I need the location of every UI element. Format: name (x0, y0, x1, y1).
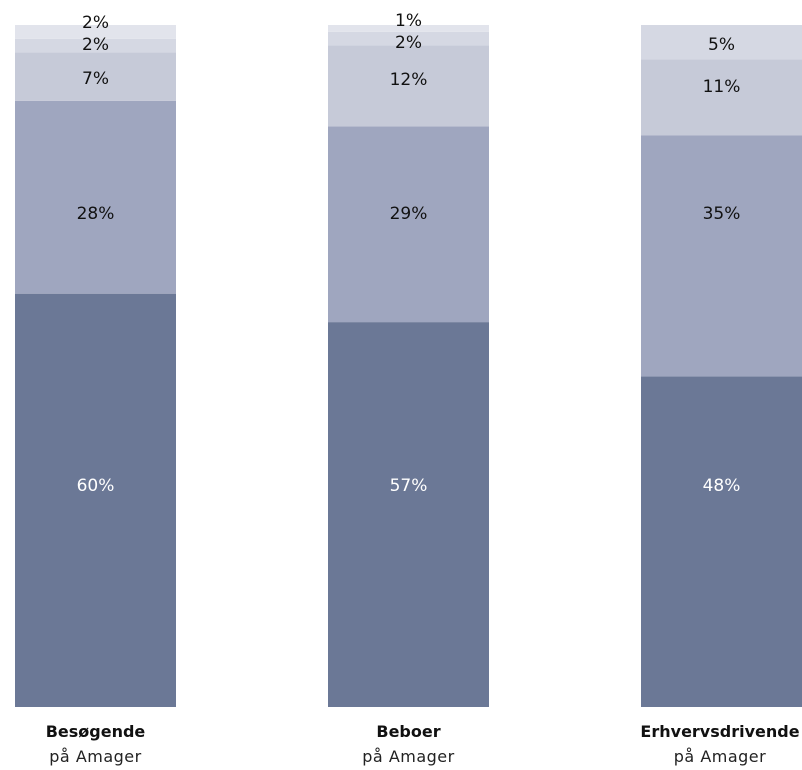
category-title: Beboer (376, 722, 440, 741)
data-label: 48% (703, 476, 741, 496)
data-label: 12% (390, 70, 428, 90)
category-title: Besøgende (46, 722, 146, 741)
bar-segment (328, 45, 489, 127)
bar-segment (641, 59, 802, 136)
bar-segment (15, 100, 176, 294)
bar-segment (328, 126, 489, 323)
bar-segment (15, 52, 176, 101)
category-subtitle: på Amager (49, 747, 141, 766)
data-label: 7% (82, 69, 109, 89)
bar-segment (328, 25, 489, 32)
bar-segment (15, 293, 176, 707)
data-label: 57% (390, 476, 428, 496)
data-label: 60% (77, 476, 115, 496)
data-label: 28% (77, 204, 115, 224)
category-subtitle: på Amager (674, 747, 766, 766)
category-subtitle: på Amager (362, 747, 454, 766)
bar-segment (641, 25, 802, 60)
data-label: 29% (390, 204, 428, 224)
data-label: 2% (82, 35, 109, 55)
data-label: 2% (82, 13, 109, 33)
bar-segment (328, 31, 489, 46)
bar-segment (15, 25, 176, 39)
bar-segment (328, 322, 489, 707)
data-label: 11% (703, 77, 741, 97)
data-label: 1% (395, 11, 422, 31)
category-title: Erhvervsdrivende (640, 722, 799, 741)
data-label: 5% (708, 35, 735, 55)
bar-segment (15, 38, 176, 53)
bar-segment (641, 376, 802, 707)
data-label: 35% (703, 204, 741, 224)
bar-segment (641, 135, 802, 377)
data-label: 2% (395, 33, 422, 53)
